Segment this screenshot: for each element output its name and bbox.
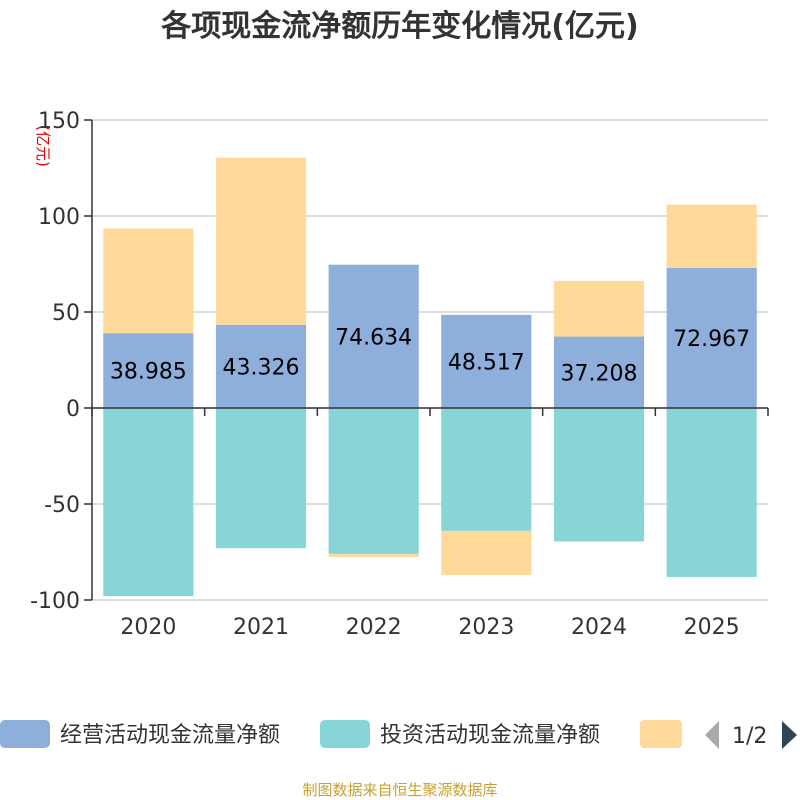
legend: 经营活动现金流量净额 投资活动现金流量净额 1/2 [0,720,797,749]
bar-series2-2020[interactable] [103,408,194,597]
bar-series2-2022[interactable] [328,408,419,554]
bar-series1-2022[interactable] [328,264,419,408]
legend-label-investing: 投资活动现金流量净额 [380,723,600,748]
legend-item-third[interactable] [640,720,682,748]
legend-next-page-icon[interactable] [782,721,797,749]
data-label-2020: 38.985 [110,360,187,385]
x-tick-label-2022: 2022 [346,615,402,640]
bar-series3-2021[interactable] [215,157,307,325]
legend-page-indicator: 1/2 [732,724,767,749]
legend-item-operating[interactable]: 经营活动现金流量净额 [0,720,280,748]
chart-title: 各项现金流净额历年变化情况(亿元) [160,9,638,44]
bar-series2-2025[interactable] [666,408,757,577]
bar-series3-2023[interactable] [441,530,532,576]
legend-label-operating: 经营活动现金流量净额 [60,723,280,748]
x-tick-label-2021: 2021 [233,615,289,640]
legend-item-investing[interactable]: 投资活动现金流量净额 [320,720,600,748]
legend-swatch-operating [0,720,50,748]
legend-swatch-investing [320,720,370,748]
bar-series1-2024[interactable] [553,336,645,408]
y-tick-label: -100 [30,589,80,614]
y-axis-unit-label: (亿元) [34,125,52,167]
y-tick-label: 100 [38,205,80,230]
x-tick-label-2020: 2020 [120,615,176,640]
x-tick-label-2025: 2025 [684,615,740,640]
bar-series3-2024[interactable] [553,280,645,337]
y-tick-label: 50 [52,301,80,326]
data-labels: 38.985 43.326 74.634 48.517 37.208 72.967 [110,325,750,386]
data-label-2025: 72.967 [673,327,750,352]
bar-series3-2020[interactable] [103,228,194,334]
bar-series3-2025[interactable] [666,204,757,268]
data-label-2021: 43.326 [223,355,300,380]
data-label-2024: 37.208 [561,361,638,386]
bar-series2-2021[interactable] [215,408,307,549]
source-note: 制图数据来自恒生聚源数据库 [302,781,497,799]
bar-series1-2020[interactable] [103,333,194,408]
bar-series2-2024[interactable] [553,408,645,542]
bar-series2-2023[interactable] [441,408,532,531]
y-tick-label: 150 [38,109,80,134]
x-tick-label-2024: 2024 [571,615,627,640]
bar-series1-2021[interactable] [215,324,307,408]
legend-prev-page-icon[interactable] [705,721,719,749]
bars [103,157,757,597]
bar-series1-2023[interactable] [441,314,532,408]
x-tick-label-2023: 2023 [458,615,514,640]
y-tick-label: -50 [44,493,80,518]
data-label-2022: 74.634 [335,325,412,350]
legend-swatch-third [640,720,682,748]
bar-series3-2022[interactable] [328,553,419,557]
bar-series1-2025[interactable] [666,267,757,408]
axes: 150 100 50 0 -50 -100 2020 2021 2022 2023 2024 2025 [30,109,769,640]
data-label-2023: 48.517 [448,350,525,375]
y-tick-label: 0 [66,397,80,422]
